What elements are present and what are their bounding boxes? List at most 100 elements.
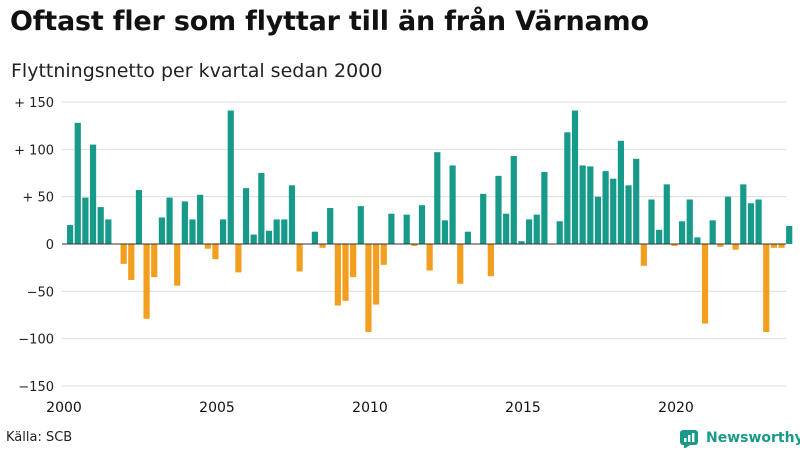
bar [204,244,211,249]
axes: + 150 + 100 + 50 0 −50 −100 −150 2000 2005 2010 20… [14,96,786,416]
bar [740,184,747,244]
bar [770,244,777,248]
bar [648,199,655,244]
bar [258,173,265,244]
bar [174,244,181,286]
y-tick-label: + 100 [14,143,54,158]
x-tick-label: 2020 [658,400,694,416]
y-tick-label: −50 [27,285,54,300]
bar [732,244,739,250]
bar [441,220,449,244]
bar [717,244,724,247]
bar [357,206,364,244]
bar [143,244,150,319]
bar [265,230,273,244]
bar [365,244,372,333]
y-tick-label: 0 [46,238,54,253]
brand-logo[interactable]: Newsworthy [680,428,800,448]
bar [334,244,341,306]
bar [640,244,647,266]
x-tick-label: 2005 [199,400,235,416]
bar [503,213,510,244]
bar [373,244,380,305]
bar [181,201,188,244]
bar [189,219,196,244]
newsworthy-logo-icon [680,430,698,448]
source-note: Källa: SCB [6,430,73,445]
bar [495,175,502,244]
bars [67,110,793,333]
bar [480,193,487,244]
bar [564,132,571,244]
bar [633,158,640,244]
bar [610,178,617,244]
bar [250,234,257,244]
bar [709,220,716,244]
bar [220,219,227,244]
bar [663,184,670,244]
bar [151,244,158,278]
bar [288,185,296,244]
bar [197,194,204,244]
bar [457,244,464,284]
bar [388,213,395,244]
bar [281,219,288,244]
y-tick-label: −100 [18,333,54,348]
bar [319,244,326,248]
bar [273,219,280,244]
y-tick-label: −150 [18,380,54,395]
bar [464,231,471,244]
bar [380,244,387,265]
bar [296,244,303,272]
bar [120,244,127,264]
bar [449,165,456,244]
bar [105,219,112,244]
brand-name: Newsworthy [706,430,800,446]
bar [342,244,349,301]
bar [235,244,242,273]
bar [571,110,579,245]
bar [242,188,250,244]
bar [67,225,74,244]
x-tick-label: 2000 [46,400,82,416]
bar [541,172,548,244]
bar [656,229,663,244]
bar [487,244,494,277]
y-tick-label: + 150 [14,96,54,111]
bar [526,219,533,244]
bar [694,237,701,244]
bar [212,244,219,260]
bar [747,203,755,244]
bar [625,185,632,244]
bar [97,207,104,244]
bar [411,244,418,246]
bar [786,226,793,244]
grid-lines [62,101,786,387]
bar [128,244,135,280]
bar [89,144,97,244]
bar [533,214,540,244]
bar [686,199,693,244]
bar [778,244,785,248]
bar [518,241,525,244]
bar [158,217,165,244]
bar [763,244,770,333]
bar [350,244,357,278]
bar [679,221,686,244]
bar [426,244,433,271]
chart-title: Oftast fler som flyttar till än från Vär… [10,6,649,37]
bar [587,166,594,244]
bar [602,171,609,244]
y-tick-label: + 50 [22,191,54,206]
bar [701,244,709,324]
chart-subtitle: Flyttningsnetto per kvartal sedan 2000 [11,60,383,82]
bar [311,231,318,244]
bar [671,244,678,246]
bar [418,205,426,244]
bar [510,155,517,244]
bar [327,208,334,244]
bar [403,214,410,244]
bar [617,140,624,244]
x-tick-label: 2015 [505,400,541,416]
